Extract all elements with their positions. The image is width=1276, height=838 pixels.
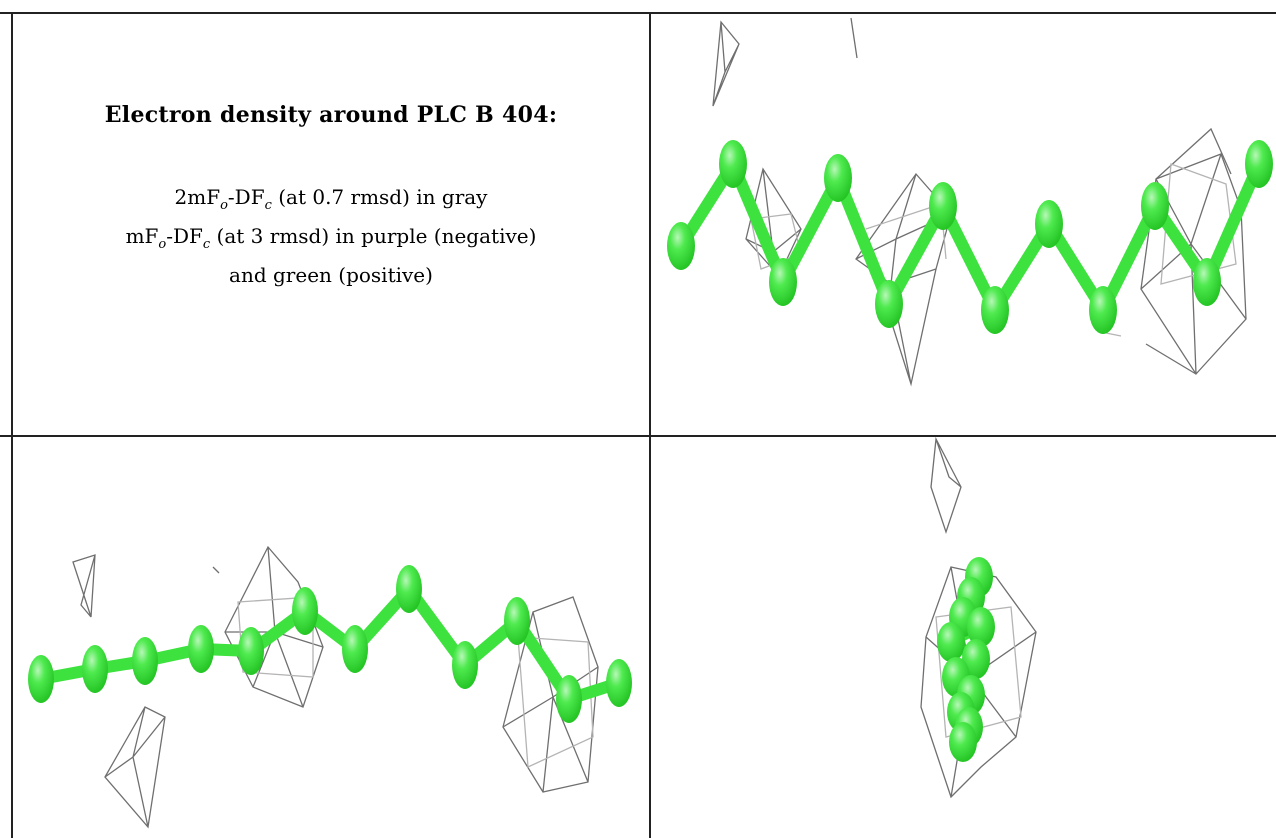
ligand-atom bbox=[1035, 200, 1063, 248]
ligand-atom bbox=[606, 659, 632, 707]
ligand-atom bbox=[875, 280, 903, 328]
ligand-atom bbox=[188, 625, 214, 673]
ligand-atom bbox=[937, 622, 965, 662]
density-mesh bbox=[72, 545, 599, 829]
ligand-atom bbox=[967, 607, 995, 647]
legend-cell: Electron density around PLC B 404: 2mFo-… bbox=[13, 14, 649, 434]
ligand-atom bbox=[769, 258, 797, 306]
ligand-bond bbox=[727, 158, 789, 288]
ligand-atom bbox=[1141, 182, 1169, 230]
ligand-model bbox=[28, 565, 632, 723]
legend-description: 2mFo-DFc (at 0.7 rmsd) in gray mFo-DFc (… bbox=[126, 182, 537, 291]
ligand-atom bbox=[719, 140, 747, 188]
ligand-atom bbox=[342, 625, 368, 673]
table-border-top bbox=[0, 12, 1276, 14]
legend-title: Electron density around PLC B 404: bbox=[104, 102, 558, 128]
ligand-atom bbox=[82, 645, 108, 693]
table-border-center bbox=[649, 12, 651, 838]
view-bottom-left bbox=[13, 437, 649, 838]
table-border-left bbox=[11, 12, 13, 838]
ligand-atom bbox=[28, 655, 54, 703]
density-view-bottom-left bbox=[28, 545, 632, 829]
view-top-right bbox=[651, 14, 1276, 434]
table-border-middle bbox=[0, 435, 1276, 437]
ligand-model bbox=[667, 140, 1273, 334]
ligand-atom bbox=[238, 627, 264, 675]
ligand-model bbox=[937, 557, 995, 762]
legend-line-2fofc: 2mFo-DFc (at 0.7 rmsd) in gray bbox=[174, 185, 488, 213]
ligand-atom bbox=[962, 639, 990, 679]
ligand-atom bbox=[929, 182, 957, 230]
legend-line-fofc: mFo-DFc (at 3 rmsd) in purple (negative) bbox=[125, 224, 537, 252]
density-view-top-right bbox=[667, 17, 1273, 387]
ligand-atom bbox=[132, 637, 158, 685]
ligand-atom bbox=[292, 587, 318, 635]
ligand-atom bbox=[981, 286, 1009, 334]
density-view-bottom-right bbox=[920, 437, 1037, 799]
ligand-atom bbox=[949, 722, 977, 762]
ligand-atom bbox=[452, 641, 478, 689]
ligand-atom bbox=[1193, 258, 1221, 306]
ligand-bond bbox=[1201, 158, 1265, 288]
ligand-atom bbox=[1245, 140, 1273, 188]
ligand-atom bbox=[824, 154, 852, 202]
ligand-atom bbox=[504, 597, 530, 645]
legend-line-colors: and green (positive) bbox=[229, 263, 433, 287]
view-bottom-right bbox=[651, 437, 1276, 838]
ligand-atom bbox=[556, 675, 582, 723]
ligand-atom bbox=[1089, 286, 1117, 334]
ligand-atom bbox=[396, 565, 422, 613]
ligand-bond bbox=[832, 172, 895, 310]
ligand-atom bbox=[667, 222, 695, 270]
